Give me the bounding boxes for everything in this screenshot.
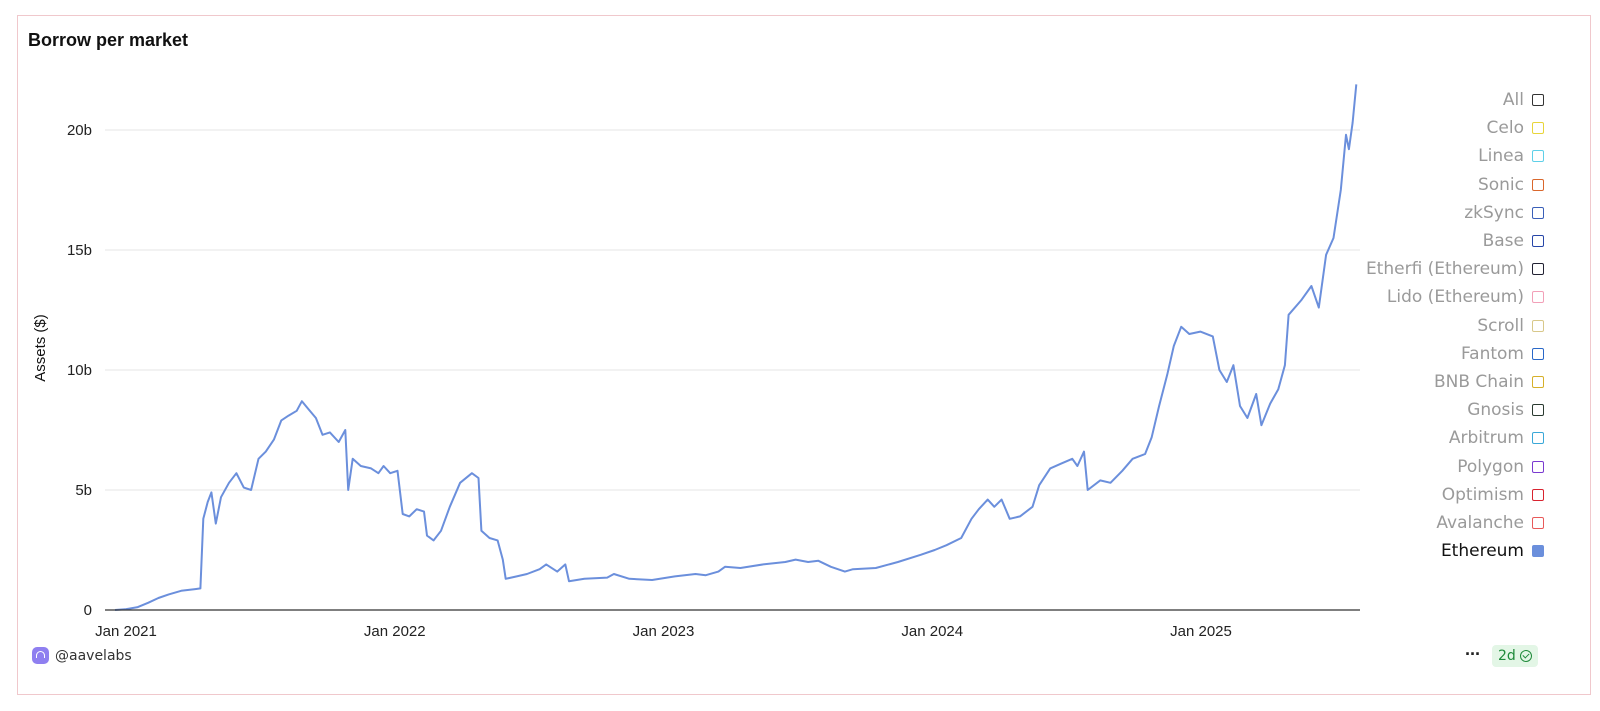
legend-checkbox[interactable] bbox=[1532, 235, 1544, 248]
y-axis-ticks: 0 5b 10b 15b 20b bbox=[67, 122, 92, 619]
chart-card bbox=[17, 15, 1591, 695]
legend-item[interactable]: Linea bbox=[1344, 142, 1544, 170]
legend-label: Ethereum bbox=[1440, 541, 1524, 562]
legend-label: Avalanche bbox=[1436, 512, 1524, 533]
legend-item[interactable]: Polygon bbox=[1344, 452, 1544, 480]
x-tick-label: Jan 2023 bbox=[633, 623, 695, 640]
legend-item[interactable]: Ethereum bbox=[1344, 537, 1544, 565]
legend-label: BNB Chain bbox=[1433, 371, 1524, 392]
author-handle-label: @aavelabs bbox=[55, 647, 132, 664]
legend-checkbox[interactable] bbox=[1532, 432, 1544, 445]
legend-item[interactable]: zkSync bbox=[1344, 199, 1544, 227]
legend-checkbox[interactable] bbox=[1532, 460, 1544, 473]
x-tick-label: Jan 2025 bbox=[1170, 623, 1232, 640]
legend-item[interactable]: Base bbox=[1344, 227, 1544, 255]
legend-label: All bbox=[1502, 90, 1524, 111]
legend-item[interactable]: Celo bbox=[1344, 114, 1544, 142]
x-tick-label: Jan 2022 bbox=[364, 623, 426, 640]
legend-item[interactable]: Gnosis bbox=[1344, 396, 1544, 424]
legend-item[interactable]: BNB Chain bbox=[1344, 368, 1544, 396]
legend-checkbox[interactable] bbox=[1532, 516, 1544, 529]
legend-item[interactable]: Fantom bbox=[1344, 340, 1544, 368]
legend-item[interactable]: Sonic bbox=[1344, 171, 1544, 199]
legend-label: Fantom bbox=[1460, 343, 1524, 364]
y-tick-label: 15b bbox=[67, 242, 92, 259]
grid-lines bbox=[105, 129, 1360, 491]
legend-item[interactable]: Optimism bbox=[1344, 481, 1544, 509]
legend-label: Linea bbox=[1478, 146, 1524, 167]
author-handle[interactable]: @aavelabs bbox=[32, 647, 132, 664]
y-tick-label: 20b bbox=[67, 122, 92, 139]
legend-label: Sonic bbox=[1477, 174, 1524, 195]
legend-checkbox[interactable] bbox=[1532, 545, 1544, 558]
series-lines bbox=[114, 84, 1358, 611]
legend-label: Polygon bbox=[1457, 456, 1524, 477]
more-options-button[interactable]: ··· bbox=[1465, 644, 1481, 664]
legend-item[interactable]: Arbitrum bbox=[1344, 424, 1544, 452]
legend-label: Celo bbox=[1486, 118, 1524, 139]
check-circle-icon bbox=[1519, 650, 1532, 662]
legend-checkbox[interactable] bbox=[1532, 206, 1544, 219]
legend-checkbox[interactable] bbox=[1532, 291, 1544, 304]
legend-item[interactable]: Etherfi (Ethereum) bbox=[1344, 255, 1544, 283]
x-tick-label: Jan 2024 bbox=[901, 623, 963, 640]
legend-checkbox[interactable] bbox=[1532, 404, 1544, 417]
ghost-avatar-icon bbox=[32, 647, 49, 664]
legend-item[interactable]: Avalanche bbox=[1344, 509, 1544, 537]
legend-label: Etherfi (Ethereum) bbox=[1365, 259, 1524, 280]
y-tick-label: 0 bbox=[84, 602, 92, 619]
legend-checkbox[interactable] bbox=[1532, 94, 1544, 107]
y-tick-label: 10b bbox=[67, 362, 92, 379]
legend-item[interactable]: Scroll bbox=[1344, 312, 1544, 340]
legend-label: Arbitrum bbox=[1448, 428, 1524, 449]
refresh-badge[interactable]: 2d bbox=[1492, 645, 1538, 667]
legend-checkbox[interactable] bbox=[1532, 122, 1544, 135]
y-axis-label: Assets ($) bbox=[32, 314, 49, 382]
series-line-ethereum bbox=[114, 84, 1358, 611]
legend-label: Optimism bbox=[1441, 484, 1524, 505]
legend-item[interactable]: Lido (Ethereum) bbox=[1344, 283, 1544, 311]
legend-label: zkSync bbox=[1464, 202, 1524, 223]
chart-title: Borrow per market bbox=[28, 30, 189, 50]
refresh-badge-label: 2d bbox=[1498, 648, 1516, 664]
x-axis-ticks: Jan 2021 Jan 2022 Jan 2023 Jan 2024 Jan 2025 bbox=[95, 623, 1232, 640]
legend-checkbox[interactable] bbox=[1532, 347, 1544, 360]
legend-label: Gnosis bbox=[1467, 400, 1524, 421]
legend-checkbox[interactable] bbox=[1532, 319, 1544, 332]
y-tick-label: 5b bbox=[75, 482, 92, 499]
legend-checkbox[interactable] bbox=[1532, 375, 1544, 388]
legend-checkbox[interactable] bbox=[1532, 263, 1544, 276]
legend-checkbox[interactable] bbox=[1532, 150, 1544, 163]
legend-label: Lido (Ethereum) bbox=[1386, 287, 1524, 308]
legend-checkbox[interactable] bbox=[1532, 178, 1544, 191]
legend-checkbox[interactable] bbox=[1532, 488, 1544, 501]
legend-label: Base bbox=[1482, 231, 1524, 252]
legend-item[interactable]: All bbox=[1344, 86, 1544, 114]
legend-label: Scroll bbox=[1477, 315, 1524, 336]
x-tick-label: Jan 2021 bbox=[95, 623, 157, 640]
legend: All Celo Linea Sonic zkSync Base Etherfi (Ethe… bbox=[1344, 86, 1544, 565]
